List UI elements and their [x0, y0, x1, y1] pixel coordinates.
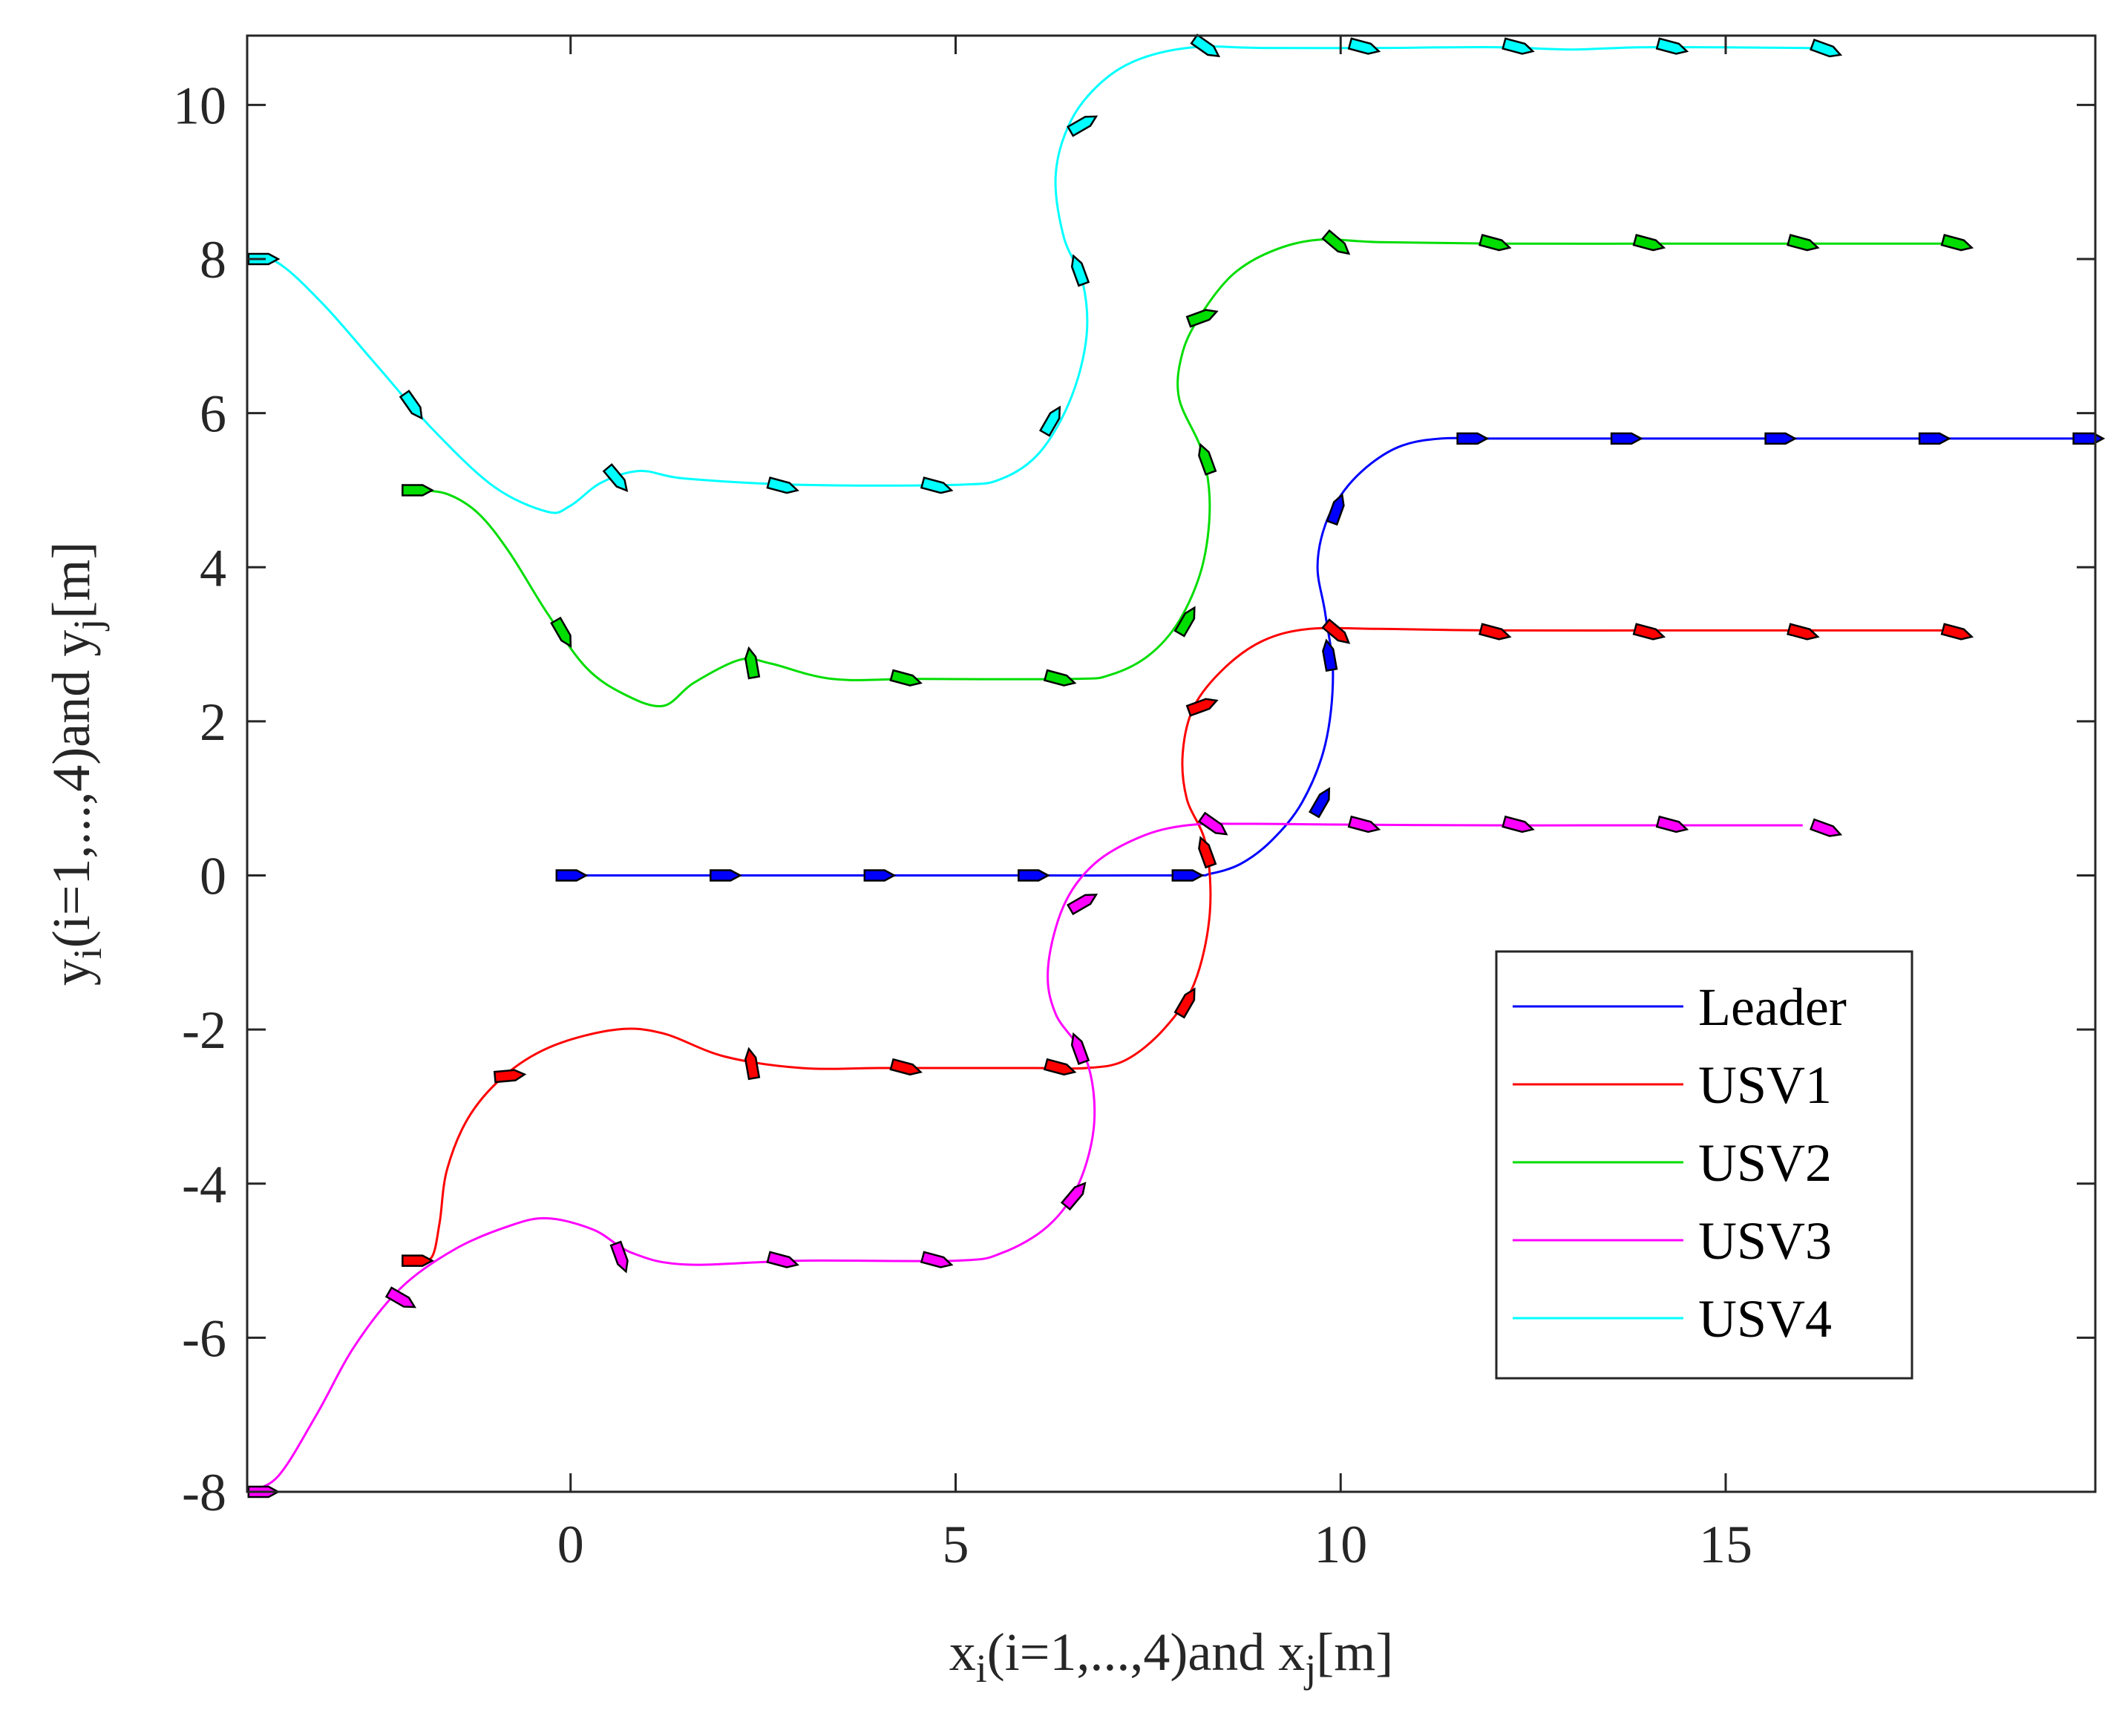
- vessel-marker-usv4-6: [1070, 254, 1090, 287]
- vessel-marker-leader-0: [555, 869, 589, 882]
- vessel-marker-usv2-2: [744, 646, 761, 680]
- vessel-marker-leader-5: [1309, 787, 1331, 819]
- vessel-marker-leader-11: [1918, 432, 1951, 445]
- vessel-marker-usv3-10: [1502, 815, 1535, 833]
- y-tick-label: 0: [200, 847, 226, 906]
- vessel-marker-usv1-9: [1479, 623, 1512, 641]
- vessel-marker-leader-3: [1018, 869, 1050, 882]
- y-tick-label: -4: [182, 1155, 226, 1214]
- vessel-marker-leader-6: [1322, 638, 1338, 672]
- y-tick-label: 10: [173, 76, 226, 135]
- vessel-marker-usv4-4: [920, 476, 954, 494]
- vessel-marker-usv1-7: [1185, 698, 1219, 717]
- vessel-marker-usv3-1: [384, 1286, 416, 1308]
- tick-layer: 0 5 10 15 -8 -6 -4 -2 0 2 4 6 8 10: [173, 36, 2095, 1574]
- series-line-usv4: [246, 45, 1834, 514]
- vessel-marker-usv2-9: [1479, 234, 1512, 252]
- x-tick-label: 15: [1699, 1515, 1752, 1574]
- plot-frame: [246, 34, 2097, 1493]
- vessel-marker-usv2-10: [1632, 234, 1666, 252]
- vessel-marker-leader-8: [1456, 432, 1490, 445]
- y-tick-label: 4: [200, 538, 226, 597]
- vessel-marker-usv1-11: [1787, 623, 1820, 641]
- legend-label-usv2: USV2: [1698, 1133, 1832, 1193]
- vessel-marker-usv2-4: [1043, 669, 1077, 687]
- y-tick-label: -2: [182, 1000, 226, 1060]
- vessel-marker-usv4-11: [1655, 37, 1689, 55]
- x-tick-label: 0: [557, 1515, 584, 1574]
- vessel-marker-leader-9: [1610, 432, 1643, 445]
- vessel-marker-usv1-3: [889, 1058, 923, 1076]
- vessel-marker-usv2-1: [550, 616, 572, 648]
- vessel-marker-usv1-4: [1043, 1058, 1077, 1076]
- vessel-marker-leader-2: [863, 869, 897, 882]
- vessel-marker-usv3-7: [1067, 894, 1098, 916]
- vessel-marker-usv1-2: [744, 1046, 761, 1081]
- legend-label-usv3: USV3: [1698, 1211, 1832, 1271]
- legend-box: [1495, 950, 1913, 1380]
- vessel-marker-usv1-6: [1198, 836, 1217, 869]
- vessel-marker-usv1-0: [402, 1254, 434, 1267]
- vessel-marker-usv3-8: [1197, 811, 1228, 836]
- vessel-marker-usv1-8: [1321, 618, 1351, 644]
- vessel-marker-usv1-10: [1632, 623, 1666, 641]
- vessel-marker-usv4-12: [1810, 39, 1843, 58]
- vessel-marker-usv3-2: [609, 1240, 629, 1274]
- vessel-marker-usv4-5: [1038, 405, 1061, 437]
- y-tick-label: -6: [182, 1308, 226, 1368]
- vessel-marker-usv3-11: [1655, 815, 1689, 833]
- vessel-marker-usv4-9: [1347, 37, 1381, 55]
- x-tick-label: 5: [943, 1515, 969, 1574]
- vessel-marker-usv4-2: [602, 463, 629, 493]
- vessel-marker-usv2-5: [1173, 606, 1196, 638]
- y-tick-label: 6: [200, 384, 226, 444]
- vessel-marker-usv1-5: [1173, 987, 1196, 1019]
- marker-layer: [247, 33, 2106, 1498]
- y-tick-label: 2: [200, 692, 226, 752]
- vessel-marker-usv2-8: [1321, 229, 1351, 255]
- vessel-marker-usv4-1: [399, 389, 423, 420]
- legend-label-usv1: USV1: [1698, 1055, 1832, 1115]
- vessel-marker-leader-7: [1326, 493, 1345, 526]
- vessel-marker-usv3-6: [1070, 1032, 1090, 1065]
- legend-label-usv4: USV4: [1698, 1289, 1832, 1349]
- vessel-marker-usv3-12: [1810, 818, 1843, 837]
- vessel-marker-usv4-8: [1190, 33, 1221, 58]
- vessel-marker-usv3-4: [920, 1251, 954, 1268]
- series-line-usv1: [416, 626, 1957, 1262]
- vessel-marker-usv2-11: [1787, 234, 1820, 252]
- legend: Leader USV1 USV2 USV3 USV4: [1495, 950, 1913, 1380]
- y-tick-label: 8: [200, 230, 226, 289]
- vessel-marker-usv2-3: [889, 669, 923, 687]
- vessel-marker-leader-4: [1171, 869, 1205, 882]
- vessel-marker-usv1-1: [493, 1069, 527, 1084]
- vessel-marker-usv4-7: [1067, 115, 1098, 137]
- vessel-marker-usv2-7: [1185, 309, 1219, 328]
- vessel-marker-leader-1: [710, 869, 742, 882]
- x-tick-label: 10: [1314, 1515, 1367, 1574]
- vessel-marker-usv3-5: [1060, 1182, 1087, 1211]
- vessel-marker-usv2-12: [1940, 234, 1974, 252]
- vessel-marker-usv2-0: [402, 484, 434, 497]
- vessel-marker-usv1-12: [1940, 623, 1974, 641]
- y-axis-label: yi(i=1,...,4)and yj[m]: [42, 542, 110, 986]
- vessel-marker-usv3-9: [1347, 815, 1381, 833]
- x-axis-label: xi(i=1,...,4)and xj[m]: [949, 1622, 1394, 1691]
- vessel-marker-usv3-3: [766, 1251, 799, 1268]
- vessel-marker-usv2-6: [1198, 442, 1217, 476]
- vessel-marker-usv4-3: [766, 476, 799, 494]
- vessel-marker-leader-10: [1764, 432, 1798, 445]
- legend-label-leader: Leader: [1698, 977, 1847, 1037]
- series-line-usv2: [416, 238, 1957, 708]
- vessel-marker-usv4-10: [1502, 37, 1535, 55]
- y-tick-label: -8: [182, 1463, 226, 1522]
